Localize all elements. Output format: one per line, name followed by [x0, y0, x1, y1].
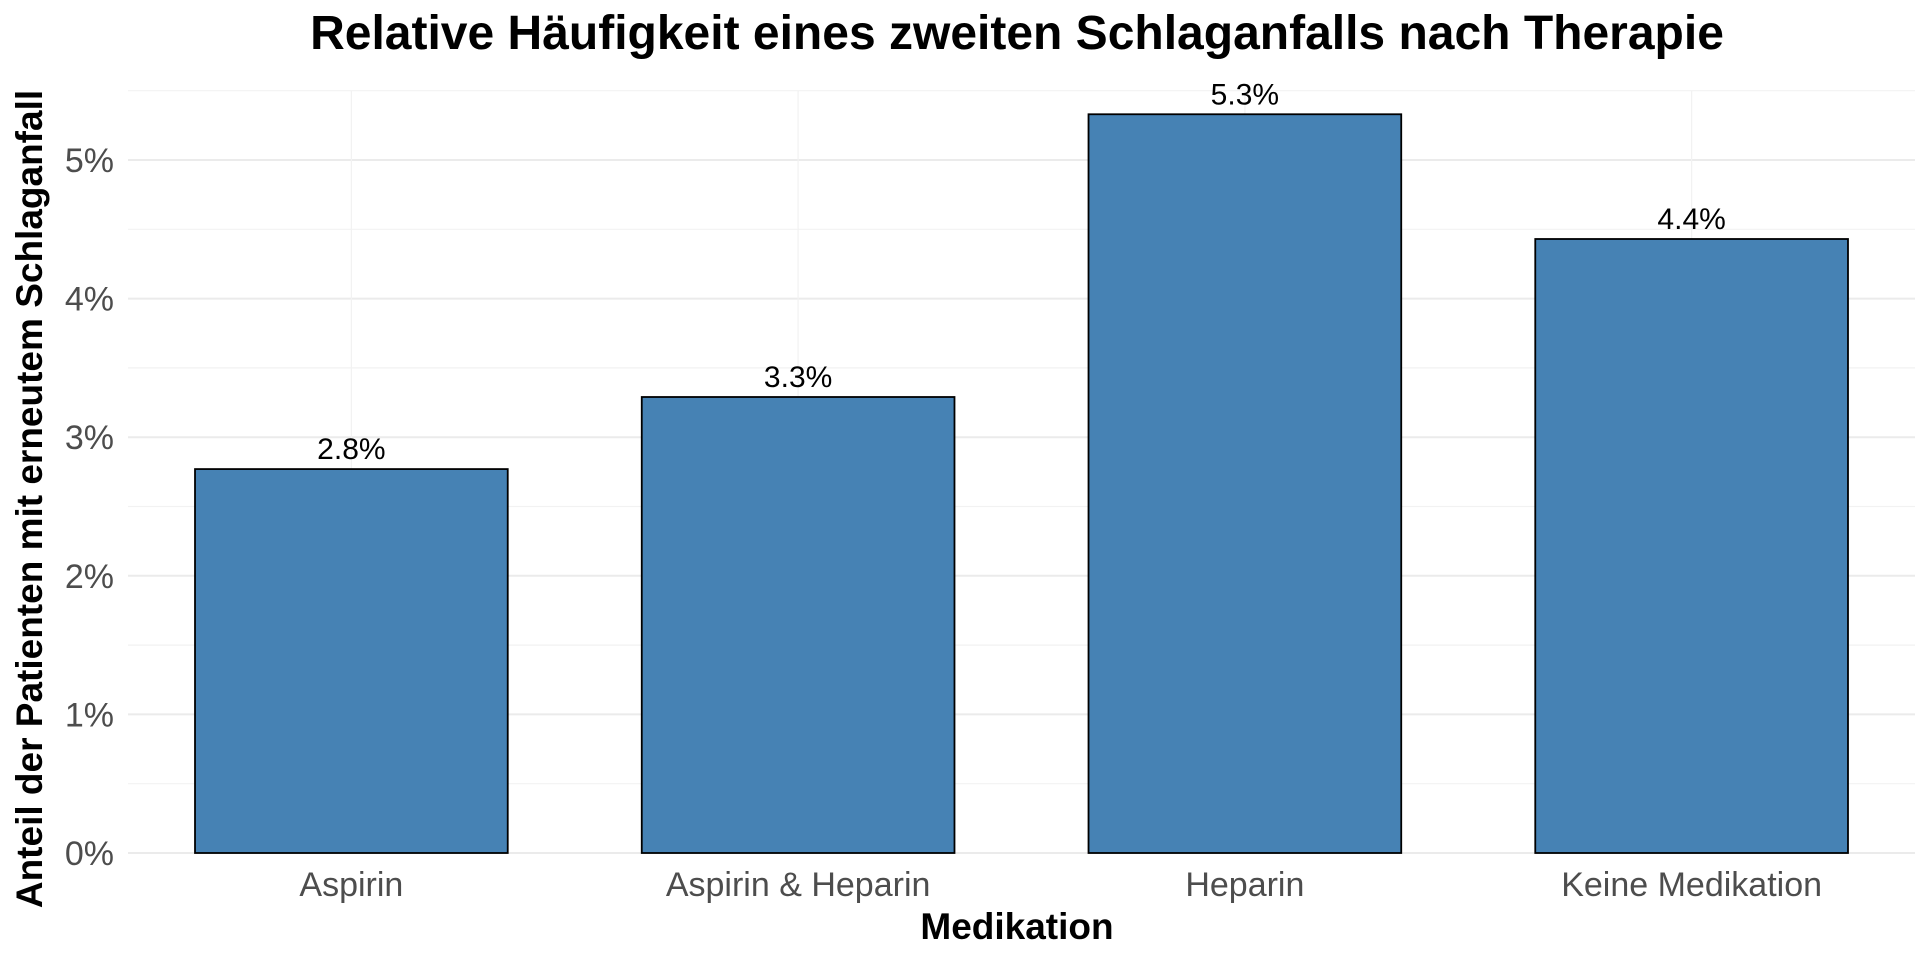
y-tick-label: 0%	[65, 835, 114, 873]
bar	[1087, 113, 1403, 854]
x-tick-label: Aspirin	[299, 866, 403, 904]
bar-value-label: 5.3%	[1211, 78, 1279, 111]
chart-title: Relative Häufigkeit eines zweiten Schlag…	[310, 7, 1724, 60]
y-tick-label: 2%	[65, 558, 114, 596]
bar	[1534, 238, 1849, 854]
bar	[640, 396, 956, 854]
bar	[194, 468, 509, 854]
bar-value-label: 4.4%	[1657, 203, 1725, 236]
x-axis-title: Medikation	[920, 906, 1113, 947]
bar-value-label: 2.8%	[317, 433, 385, 466]
y-tick-label: 5%	[65, 142, 114, 180]
bar-value-label: 3.3%	[764, 361, 832, 394]
data-labels: 2.8% 3.3% 5.3% 4.4%	[317, 78, 1726, 466]
y-tick-label: 1%	[65, 696, 114, 734]
y-axis-ticks: 0% 1% 2% 3% 4% 5%	[65, 142, 114, 873]
y-axis-title: Anteil der Patienten mit erneutem Schlag…	[9, 90, 50, 908]
y-tick-label: 3%	[65, 419, 114, 457]
bars	[194, 113, 1849, 854]
x-tick-label: Aspirin & Heparin	[666, 866, 931, 904]
y-tick-label: 4%	[65, 281, 114, 319]
x-tick-label: Heparin	[1185, 866, 1304, 904]
x-axis-ticks: Aspirin Aspirin & Heparin Heparin Keine Med…	[299, 866, 1822, 904]
x-tick-label: Keine Medikation	[1561, 866, 1822, 904]
